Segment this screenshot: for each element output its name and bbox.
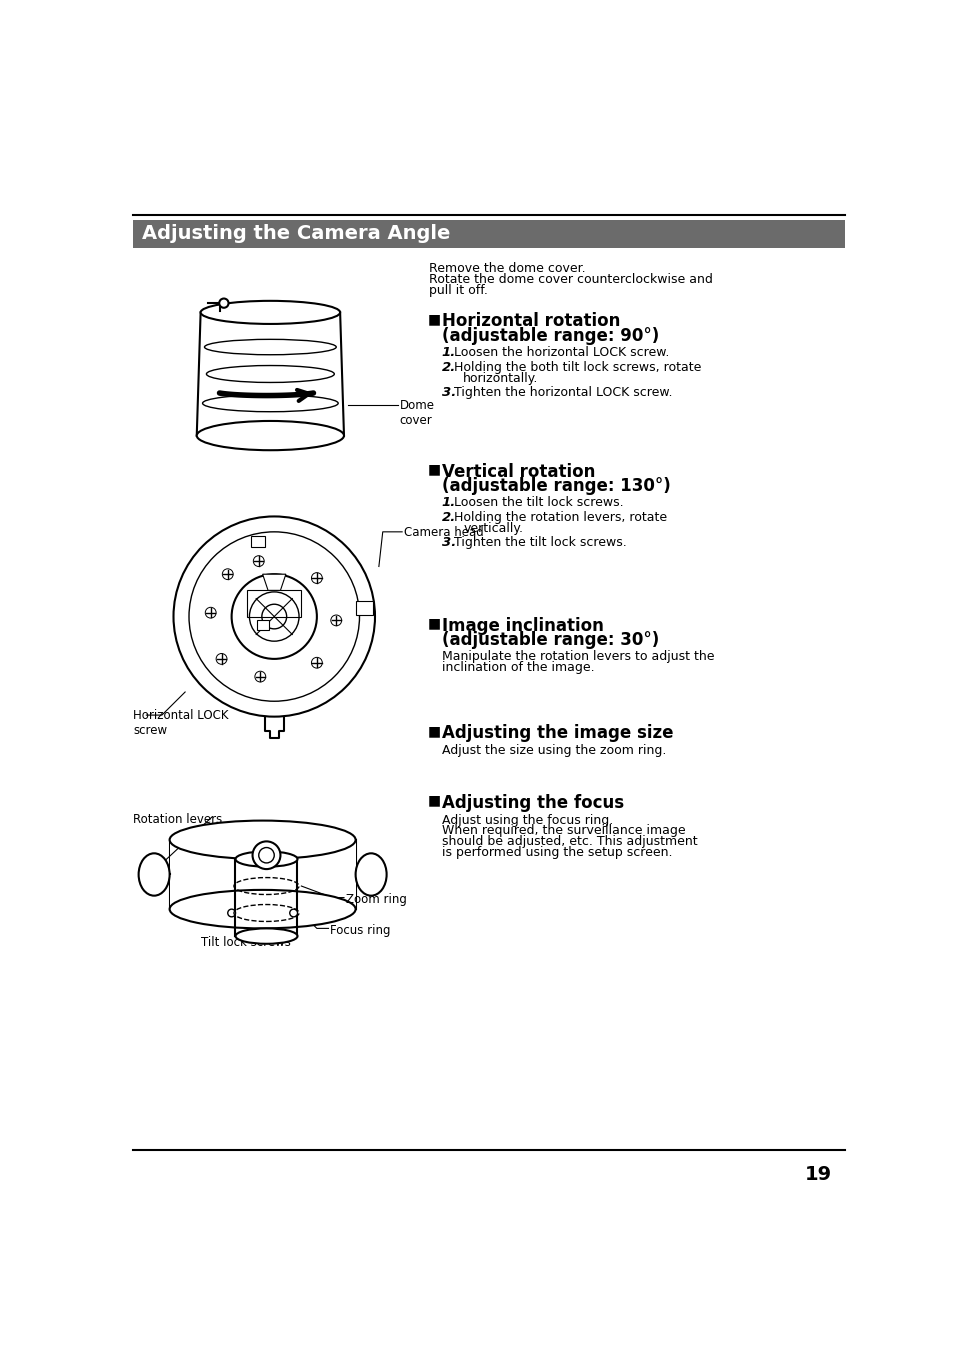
- Text: Manipulate the rotation levers to adjust the: Manipulate the rotation levers to adjust…: [441, 650, 714, 664]
- Text: (adjustable range: 130°): (adjustable range: 130°): [441, 477, 670, 495]
- Text: ■: ■: [427, 794, 440, 807]
- Circle shape: [253, 841, 280, 869]
- Bar: [355, 602, 373, 615]
- Text: Camera head: Camera head: [403, 526, 483, 539]
- Text: ■: ■: [427, 617, 440, 630]
- Text: pull it off.: pull it off.: [429, 284, 488, 297]
- Circle shape: [232, 575, 316, 658]
- Ellipse shape: [196, 420, 344, 450]
- Text: Adjusting the focus: Adjusting the focus: [441, 794, 623, 811]
- Text: Vertical rotation: Vertical rotation: [441, 462, 595, 480]
- Text: Adjusting the image size: Adjusting the image size: [441, 725, 673, 742]
- Text: Holding the rotation levers, rotate: Holding the rotation levers, rotate: [454, 511, 666, 525]
- Text: ■: ■: [427, 725, 440, 738]
- Circle shape: [173, 516, 375, 717]
- Text: When required, the surveillance image: When required, the surveillance image: [441, 825, 684, 837]
- Text: Dome
cover: Dome cover: [399, 399, 435, 427]
- Bar: [133, 220, 843, 247]
- Text: is performed using the setup screen.: is performed using the setup screen.: [441, 846, 672, 859]
- Ellipse shape: [170, 821, 355, 859]
- Text: 3.: 3.: [441, 537, 456, 549]
- Text: Horizontal LOCK
screw: Horizontal LOCK screw: [133, 708, 229, 737]
- Polygon shape: [262, 575, 286, 591]
- Text: inclination of the image.: inclination of the image.: [441, 661, 594, 675]
- Bar: [257, 621, 269, 630]
- Circle shape: [258, 848, 274, 863]
- Text: (adjustable range: 30°): (adjustable range: 30°): [441, 631, 659, 649]
- Text: ■: ■: [427, 462, 440, 476]
- Text: Rotate the dome cover counterclockwise and: Rotate the dome cover counterclockwise a…: [429, 273, 713, 287]
- Ellipse shape: [355, 853, 386, 895]
- Text: Focus ring: Focus ring: [330, 923, 390, 937]
- Text: 19: 19: [804, 1165, 831, 1184]
- Circle shape: [228, 909, 235, 917]
- Circle shape: [261, 604, 286, 629]
- Text: Adjust using the focus ring.: Adjust using the focus ring.: [441, 814, 612, 826]
- Text: Tighten the tilt lock screws.: Tighten the tilt lock screws.: [454, 537, 626, 549]
- Bar: [170, 840, 355, 909]
- Text: 1.: 1.: [441, 346, 456, 360]
- Text: 2.: 2.: [441, 511, 456, 525]
- Bar: [251, 537, 265, 548]
- Text: Horizontal rotation: Horizontal rotation: [441, 312, 619, 330]
- Text: 2.: 2.: [441, 361, 456, 375]
- Circle shape: [290, 909, 297, 917]
- Circle shape: [219, 299, 229, 308]
- Text: Loosen the tilt lock screws.: Loosen the tilt lock screws.: [454, 496, 623, 510]
- Text: Image inclination: Image inclination: [441, 617, 603, 634]
- Text: 1.: 1.: [441, 496, 456, 510]
- Polygon shape: [196, 312, 344, 435]
- Text: Holding the both tilt lock screws, rotate: Holding the both tilt lock screws, rotat…: [454, 361, 700, 375]
- Text: Remove the dome cover.: Remove the dome cover.: [429, 262, 585, 276]
- Text: Adjusting the Camera Angle: Adjusting the Camera Angle: [142, 224, 451, 243]
- Text: Adjust the size using the zoom ring.: Adjust the size using the zoom ring.: [441, 745, 665, 757]
- Ellipse shape: [200, 301, 340, 324]
- Text: should be adjusted, etc. This adjustment: should be adjusted, etc. This adjustment: [441, 836, 697, 848]
- Text: Zoom ring: Zoom ring: [345, 892, 406, 906]
- Text: (adjustable range: 90°): (adjustable range: 90°): [441, 327, 659, 345]
- Ellipse shape: [138, 853, 170, 895]
- Text: 3.: 3.: [441, 387, 456, 399]
- Text: ■: ■: [427, 312, 440, 326]
- Text: Tilt lock screws: Tilt lock screws: [200, 936, 291, 949]
- Text: horizontally.: horizontally.: [463, 372, 538, 385]
- Bar: [247, 589, 301, 617]
- Text: Loosen the horizontal LOCK screw.: Loosen the horizontal LOCK screw.: [454, 346, 669, 360]
- Text: vertically.: vertically.: [463, 522, 523, 535]
- Text: Rotation levers: Rotation levers: [133, 813, 222, 826]
- Ellipse shape: [170, 890, 355, 929]
- Ellipse shape: [235, 929, 297, 944]
- Ellipse shape: [235, 852, 297, 867]
- Circle shape: [249, 592, 298, 641]
- Text: Tighten the horizontal LOCK screw.: Tighten the horizontal LOCK screw.: [454, 387, 672, 399]
